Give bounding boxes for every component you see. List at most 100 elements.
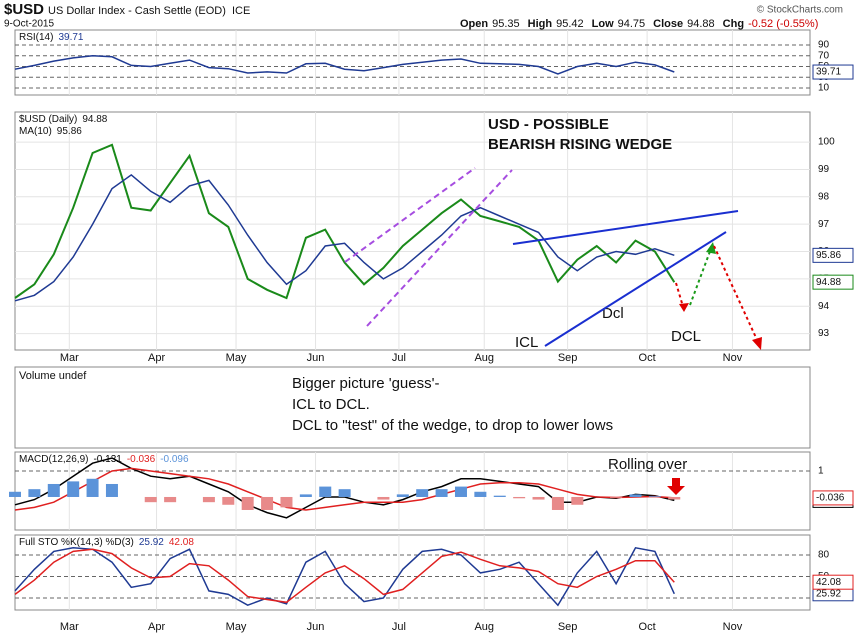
last-value-box — [812, 490, 854, 506]
last-value-label: 25.92 — [816, 588, 841, 599]
y-tick-label: 100 — [818, 137, 835, 148]
date: 9-Oct-2015 — [4, 19, 54, 30]
quote-value: 94.75 — [618, 18, 646, 30]
last-value-box — [812, 274, 854, 290]
instrument-name: US Dollar Index - Cash Settle (EOD) — [48, 5, 226, 17]
last-value-label: -0.036 — [816, 493, 845, 504]
last-value-label: 94.88 — [816, 277, 841, 288]
histogram-bar — [9, 491, 21, 497]
panel-legend: RSI(14) 39.71 — [19, 32, 84, 43]
x-tick-label: Sep — [558, 621, 578, 633]
last-value-label: 95.86 — [816, 250, 841, 261]
x-tick-label: Jul — [392, 621, 406, 633]
x-tick-label: Nov — [723, 621, 743, 633]
x-tick-label: Aug — [474, 352, 494, 364]
last-value-box — [812, 247, 854, 263]
overlay-drawing — [344, 167, 762, 495]
histogram-bar — [105, 483, 118, 497]
histogram-bar — [377, 496, 390, 500]
panel-legend: MACD(12,26,9) -0.131 -0.036 -0.096 — [19, 454, 189, 465]
histogram-bar — [47, 483, 60, 497]
x-tick-label: Oct — [639, 621, 656, 633]
histogram-bar — [241, 496, 254, 510]
legend-value: -0.036 — [127, 454, 156, 465]
quote-value: 95.35 — [492, 18, 520, 30]
histogram-bar — [222, 496, 235, 505]
trend-line — [512, 210, 739, 245]
x-tick-label: Oct — [639, 352, 656, 364]
legend-name: $USD (Daily) — [19, 114, 77, 125]
y-tick-label: 80 — [818, 550, 830, 561]
panel-legend: Full STO %K(14,3) %D(3) 25.92 42.08 — [19, 537, 194, 548]
histogram-bar — [532, 496, 545, 500]
arrow-head — [679, 303, 689, 312]
annotation: DCL to "test" of the wedge, to drop to l… — [292, 417, 613, 434]
panel — [14, 111, 811, 351]
histogram-bar — [629, 494, 642, 497]
y-tick-label: 94 — [818, 301, 830, 312]
panel-legend: MA(10) 95.86 — [19, 126, 82, 137]
histogram-bar — [668, 496, 681, 500]
panel — [14, 29, 811, 96]
series-line — [14, 548, 675, 604]
series-line — [14, 457, 675, 519]
symbol: $USD — [4, 1, 44, 18]
trend-line — [544, 231, 727, 347]
annotation: ICL to DCL. — [292, 396, 370, 413]
histogram-bar — [164, 496, 177, 503]
quote-label: Close — [653, 18, 683, 30]
histogram-bar — [416, 489, 429, 497]
histogram-bar — [280, 496, 293, 508]
y-tick-label: 98 — [818, 191, 830, 202]
panel-legend: $USD (Daily) 94.88 — [19, 114, 108, 125]
histogram-bar — [202, 496, 215, 503]
panel — [14, 366, 811, 449]
legend-title: Full STO %K(14,3) %D(3) — [19, 537, 134, 548]
wedge-line — [366, 169, 513, 327]
x-tick-label: Mar — [60, 352, 79, 364]
histogram-bar — [454, 486, 467, 497]
wedge-line — [344, 167, 476, 263]
histogram-bar — [338, 489, 351, 497]
quote-label: Open — [460, 18, 488, 30]
x-tick-label: Jul — [392, 352, 406, 364]
x-tick-label: Apr — [148, 621, 165, 633]
x-tick-label: Nov — [723, 352, 743, 364]
series-line — [14, 546, 675, 607]
legend-value: 95.86 — [57, 126, 82, 137]
legend-title: RSI(14) — [19, 32, 53, 43]
header: $USD US Dollar Index - Cash Settle (EOD)… — [4, 1, 843, 30]
legend-value: -0.096 — [160, 454, 189, 465]
histogram-bar — [610, 496, 623, 498]
arrow — [675, 282, 685, 311]
y-tick-label: 1 — [818, 466, 824, 477]
legend-value: 25.92 — [139, 537, 164, 548]
last-value-box — [812, 64, 854, 80]
quote-label: Low — [592, 18, 614, 30]
histogram-bar — [67, 481, 80, 497]
arrow-head — [706, 242, 716, 254]
annotation: Rolling over — [608, 456, 687, 473]
histogram-bar — [474, 491, 487, 497]
last-value-label: 39.71 — [816, 67, 841, 78]
legend-title: MACD(12,26,9) — [19, 454, 88, 465]
exchange: ICE — [232, 5, 250, 17]
arrow-down — [667, 478, 685, 495]
histogram-bar — [513, 496, 526, 499]
y-tick-label: 93 — [818, 328, 830, 339]
x-tick-label: May — [226, 352, 247, 364]
histogram-bar — [144, 496, 157, 503]
legend-value: -0.131 — [93, 454, 122, 465]
series-line — [14, 55, 675, 75]
y-tick-label: 99 — [818, 164, 830, 175]
histogram-bar — [493, 495, 506, 497]
annotation: Dcl — [602, 305, 624, 322]
annotation: BEARISH RISING WEDGE — [488, 136, 672, 153]
legend-value: 94.88 — [82, 114, 107, 125]
histogram-bar — [435, 489, 448, 497]
x-tick-label: Jun — [307, 621, 325, 633]
series-line — [14, 173, 675, 302]
y-tick-label: 10 — [818, 83, 830, 94]
arrow — [689, 245, 713, 306]
